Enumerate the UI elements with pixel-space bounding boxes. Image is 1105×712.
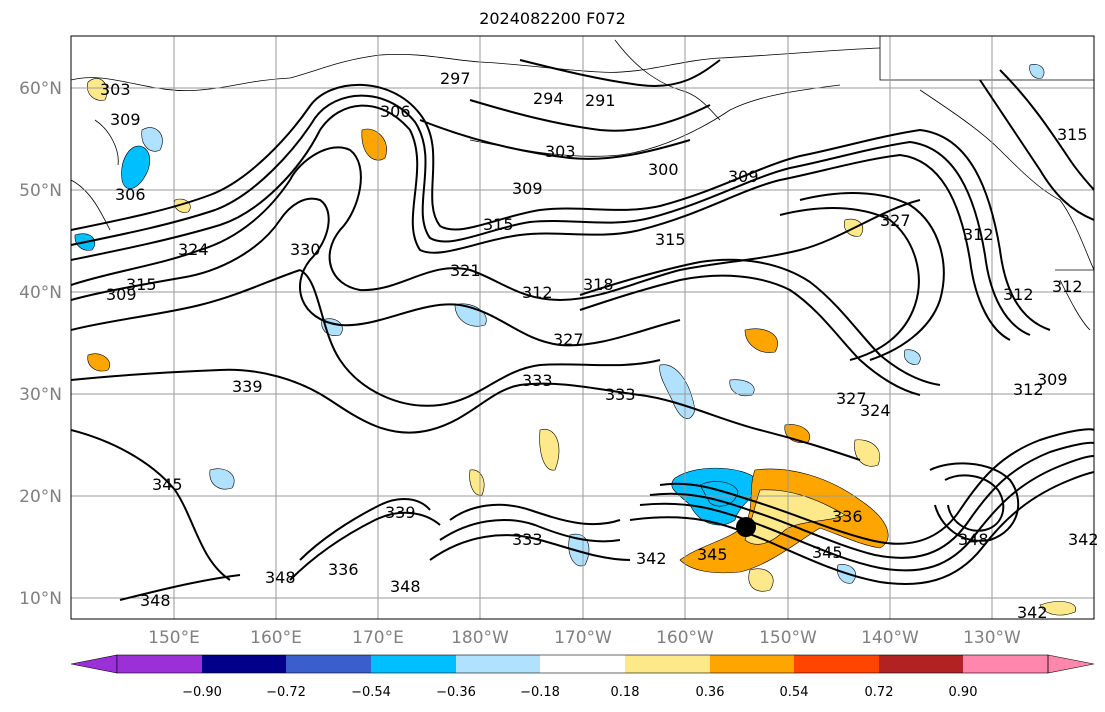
contour-label: 345 <box>812 543 843 562</box>
contour-label: 345 <box>152 475 183 494</box>
colorbar-tick-label: −0.54 <box>351 685 391 700</box>
lat-label: 30°N <box>19 385 62 405</box>
contour-label: 315 <box>655 230 686 249</box>
contour-label: 348 <box>265 568 296 587</box>
contour-label: 321 <box>450 261 481 280</box>
contour-label: 324 <box>178 240 209 259</box>
contour-label: 348 <box>958 530 989 549</box>
contour-label: 303 <box>100 80 131 99</box>
colorbar-tick-label: 0.36 <box>696 685 725 700</box>
latitude-labels: 60°N 50°N 40°N 30°N 20°N 10°N <box>19 79 62 609</box>
colorbar-tick-label: −0.18 <box>520 685 560 700</box>
contour-label: 300 <box>648 160 679 179</box>
contour-label: 348 <box>390 577 421 596</box>
contour-label: 294 <box>533 89 564 108</box>
contour-label: 342 <box>636 549 667 568</box>
contour-label: 324 <box>860 401 891 420</box>
contour-label: 333 <box>605 385 636 404</box>
contour-label: 309 <box>1037 370 1068 389</box>
contour-label: 309 <box>106 285 137 304</box>
colorbar-bin <box>540 655 625 673</box>
colorbar-bin <box>286 655 371 673</box>
contour-label: 315 <box>1057 125 1088 144</box>
colorbar-bin <box>963 655 1048 673</box>
lat-label: 60°N <box>19 79 62 99</box>
colorbar-tick-label: −0.36 <box>436 685 476 700</box>
colorbar-bin <box>879 655 963 673</box>
shaded-anomalies <box>74 64 1077 616</box>
contour-label: 312 <box>1052 277 1083 296</box>
contour-labels: 297 294 291 306 303 300 309 309 306 309 … <box>100 69 1099 622</box>
contour-label: 339 <box>385 503 416 522</box>
lat-label: 50°N <box>19 181 62 201</box>
colorbar-bin <box>117 655 202 673</box>
colorbar-bin <box>794 655 879 673</box>
colorbar-bin <box>710 655 794 673</box>
contour-label: 309 <box>728 167 759 186</box>
contour-label: 297 <box>440 69 471 88</box>
colorbar <box>70 654 1095 674</box>
colorbar-bin <box>371 655 456 673</box>
colorbar-extend-high <box>1047 654 1095 674</box>
lat-label: 10°N <box>19 589 62 609</box>
contour-label: 342 <box>1068 530 1099 549</box>
lon-label: 140°W <box>861 628 919 648</box>
colorbar-tick-label: 0.90 <box>949 685 978 700</box>
colorbar-tick-label: −0.72 <box>266 685 306 700</box>
colorbar-bin <box>625 655 710 673</box>
colorbar-frame <box>116 654 1049 674</box>
lon-label: 150°W <box>759 628 817 648</box>
contour-label: 291 <box>585 91 616 110</box>
contour-label: 309 <box>110 110 141 129</box>
contour-label: 315 <box>126 275 157 294</box>
contour-label: 312 <box>1003 285 1034 304</box>
contour-label: 312 <box>522 283 553 302</box>
colorbar-bin <box>456 655 540 673</box>
contour-label: 318 <box>583 275 614 294</box>
lon-label: 170°W <box>554 628 612 648</box>
colorbar-extend-low <box>70 654 118 674</box>
lon-label: 160°E <box>250 628 302 648</box>
lon-label: 180°W <box>451 628 509 648</box>
contour-label: 303 <box>545 142 576 161</box>
contour-label: 327 <box>553 330 584 349</box>
contour-label: 312 <box>1013 380 1044 399</box>
colorbar-bin <box>202 655 286 673</box>
colorbar-tick-label: 0.54 <box>780 685 809 700</box>
contour-label: 333 <box>522 371 553 390</box>
coastlines <box>71 36 1094 331</box>
contour-label: 342 <box>1017 603 1048 622</box>
contour-label: 336 <box>328 560 359 579</box>
lon-label: 130°W <box>963 628 1021 648</box>
contour-label: 330 <box>290 240 321 259</box>
lat-label: 20°N <box>19 487 62 507</box>
lon-label: 150°E <box>148 628 200 648</box>
cyclone-marker <box>736 517 756 537</box>
lat-label: 40°N <box>19 283 62 303</box>
colorbar-tick-label: −0.90 <box>182 685 222 700</box>
lon-label: 160°W <box>656 628 714 648</box>
contour-label: 312 <box>963 225 994 244</box>
contour-label: 336 <box>832 507 863 526</box>
contour-label: 309 <box>512 179 543 198</box>
lon-label: 170°E <box>352 628 404 648</box>
contour-label: 339 <box>232 377 263 396</box>
contour-label: 315 <box>483 215 514 234</box>
longitude-labels: 150°E 160°E 170°E 180°W 170°W 160°W 150°… <box>148 628 1021 648</box>
contour-label: 333 <box>512 530 543 549</box>
map-frame <box>70 35 1095 620</box>
contour-label: 327 <box>836 389 867 408</box>
contour-label: 345 <box>697 545 728 564</box>
colorbar-labels: −0.90 −0.72 −0.54 −0.36 −0.18 0.18 0.36 … <box>182 685 977 700</box>
colorbar-tick-label: 0.72 <box>865 685 894 700</box>
map-title: 2024082200 F072 <box>479 9 626 28</box>
contour-label: 306 <box>380 102 411 121</box>
theta-contours <box>71 59 1094 601</box>
contour-label: 306 <box>115 185 146 204</box>
colorbar-tick-label: 0.18 <box>611 685 640 700</box>
contour-label: 348 <box>140 591 171 610</box>
contour-label: 327 <box>880 211 911 230</box>
